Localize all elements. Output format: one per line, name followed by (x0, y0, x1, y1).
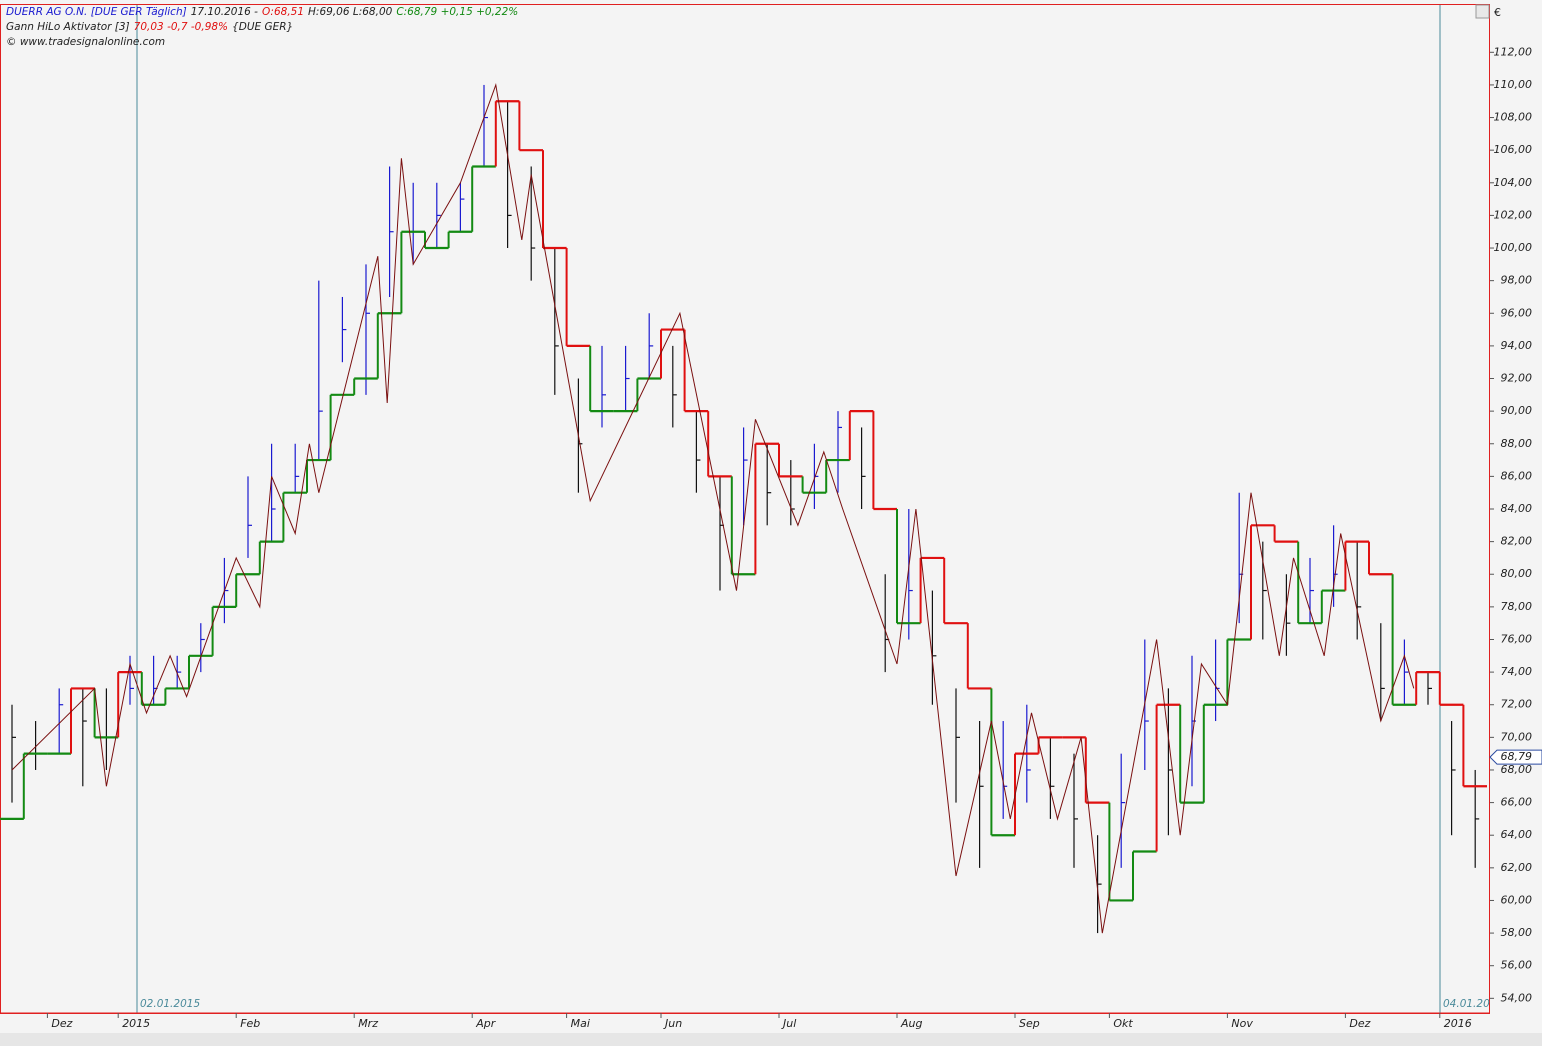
y-tick-label: 90,00 (1501, 404, 1533, 417)
x-tick-label: Nov (1231, 1017, 1253, 1030)
y-tick-label: 92,00 (1501, 372, 1533, 385)
x-tick-label: Dez (51, 1017, 72, 1030)
indicator: Gann HiLo Aktivator [3] (6, 21, 130, 33)
y-tick-label: 80,00 (1501, 567, 1533, 580)
y-tick-label: 108,00 (1494, 111, 1533, 124)
y-tick-label: 56,00 (1501, 959, 1533, 972)
y-tick-label: 66,00 (1501, 796, 1533, 809)
y-tick-label: 76,00 (1501, 632, 1533, 645)
x-tick-label: Okt (1113, 1017, 1133, 1030)
open: O:68,51 (262, 6, 304, 18)
date-marker-label: 04.01.20 (1443, 998, 1490, 1010)
y-tick-label: 84,00 (1501, 502, 1533, 515)
y-tick-label: 86,00 (1501, 469, 1533, 482)
x-tick-label: 2015 (122, 1017, 150, 1030)
y-tick-label: 68,00 (1501, 763, 1533, 776)
last-price-label: 68,79 (1501, 750, 1533, 763)
y-tick-label: 104,00 (1494, 176, 1533, 189)
x-tick-label: Jul (781, 1017, 796, 1030)
x-tick-label: Feb (240, 1017, 260, 1030)
y-tick-label: 74,00 (1501, 665, 1533, 678)
x-tick-label: Mai (571, 1017, 590, 1030)
y-tick-label: 106,00 (1494, 143, 1533, 156)
x-tick-label: Jun (663, 1017, 682, 1030)
last-price-tag (1489, 749, 1542, 765)
y-tick-label: 70,00 (1501, 730, 1533, 743)
date-marker-label: 02.01.2015 (140, 998, 200, 1010)
y-tick-label: 102,00 (1494, 208, 1533, 221)
y-tick-label: 94,00 (1501, 339, 1533, 352)
header-line: Gann HiLo Aktivator [3] 70,03 -0,7 -0,98%… (6, 21, 293, 33)
y-tick-label: 60,00 (1501, 893, 1533, 906)
y-tick-label: 62,00 (1501, 861, 1533, 874)
symbol: DUERR AG O.N. [DUE GER Täglich] (6, 6, 187, 18)
y-tick-label: 112,00 (1494, 45, 1533, 58)
zigzag-line (11, 82, 1415, 934)
y-tick-label: 98,00 (1501, 274, 1533, 287)
y-tick-label: 72,00 (1501, 698, 1533, 711)
close-change: C:68,79 +0,15 +0,22% (396, 6, 518, 18)
y-tick-label: 100,00 (1494, 241, 1533, 254)
currency: € (1494, 6, 1501, 19)
x-tick-label: 2016 (1444, 1017, 1472, 1030)
y-tick-label: 88,00 (1501, 437, 1533, 450)
y-tick-label: 96,00 (1501, 306, 1533, 319)
y-tick-label: 110,00 (1494, 78, 1533, 91)
y-tick-label: 64,00 (1501, 828, 1533, 841)
date: 17.10.2016 - (191, 6, 258, 18)
x-tick-label: Sep (1019, 1017, 1040, 1030)
y-tick-label: 82,00 (1501, 535, 1533, 548)
y-tick-label: 54,00 (1501, 991, 1533, 1004)
indicator-symbol: {DUE GER} (232, 21, 293, 33)
indicator-values: 70,03 -0,7 -0,98% (134, 21, 228, 33)
scroll-button[interactable] (1475, 4, 1490, 19)
x-tick-label: Apr (475, 1017, 497, 1030)
x-tick-label: Aug (900, 1017, 922, 1030)
source: © www.tradesignalonline.com (6, 36, 165, 48)
x-tick-label: Dez (1349, 1017, 1370, 1030)
high-low: H:69,06 L:68,00 (308, 6, 393, 18)
header-line: DUERR AG O.N. [DUE GER Täglich] 17.10.201… (6, 6, 518, 18)
scrollbar[interactable] (0, 1033, 1542, 1046)
y-tick-label: 78,00 (1501, 600, 1533, 613)
x-tick-label: Mrz (358, 1017, 378, 1030)
y-tick-label: 58,00 (1501, 926, 1533, 939)
